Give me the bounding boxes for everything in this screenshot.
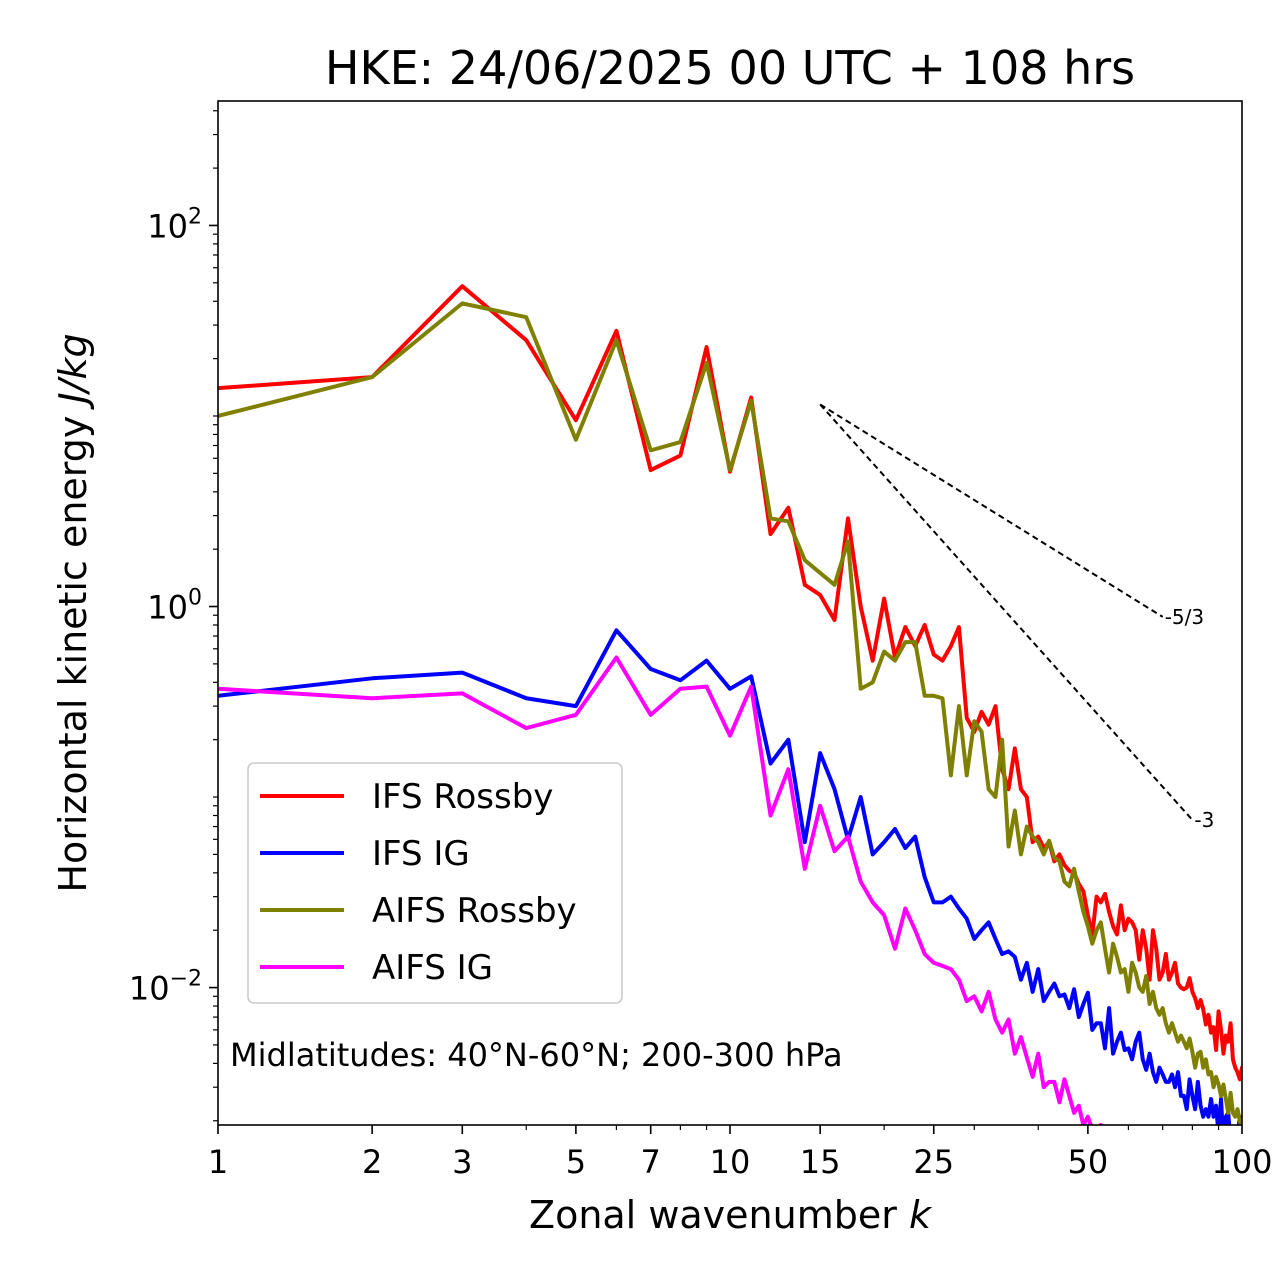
x-tick-label: 100	[1211, 1143, 1272, 1181]
slope-line-3	[819, 403, 1194, 821]
legend-label-ifs-ig: IFS IG	[372, 834, 470, 874]
x-tick-label: 25	[913, 1143, 954, 1181]
series-line-aifs-ig	[218, 655, 1103, 1125]
y-axis-label-text: Horizontal kinetic energy	[51, 404, 95, 893]
legend: IFS Rossby IFS IG AIFS Rossby AIFS IG	[247, 762, 623, 1004]
slope-line-5-3	[819, 403, 1164, 618]
y-tick-label: 100	[147, 586, 202, 627]
reference-slopes: -5/3 -3	[819, 403, 1214, 832]
chart-title: HKE: 24/06/2025 00 UTC + 108 hrs	[325, 41, 1135, 95]
legend-label-aifs-ig: AIFS IG	[372, 948, 493, 988]
legend-box	[247, 762, 623, 1004]
series-layer	[218, 284, 1242, 1125]
series-line-ifs-ig	[218, 628, 1242, 1125]
x-axis: 1 2 3 5 7 10 15 25 50 100	[208, 1125, 1273, 1181]
x-tick-label: 5	[566, 1143, 586, 1181]
x-tick-label: 1	[208, 1143, 228, 1181]
x-tick-label: 15	[800, 1143, 841, 1181]
x-tick-label: 50	[1068, 1143, 1109, 1181]
x-axis-label: Zonal wavenumber k	[529, 1193, 933, 1237]
y-axis-label: Horizontal kinetic energy J/kg	[51, 333, 95, 892]
y-axis-label-unit: J/kg	[51, 333, 95, 410]
region-annotation: Midlatitudes: 40°N-60°N; 200-300 hPa	[230, 1036, 843, 1074]
legend-label-ifs-rossby: IFS Rossby	[372, 777, 553, 817]
y-tick-label: 10−2	[129, 967, 202, 1008]
x-tick-label: 3	[452, 1143, 472, 1181]
slope-label-5-3: -5/3	[1165, 605, 1204, 629]
x-tick-label: 2	[362, 1143, 382, 1181]
y-axis: 10−2 100 102	[129, 110, 218, 1122]
slope-label-3: -3	[1194, 808, 1214, 832]
x-tick-label: 7	[641, 1143, 661, 1181]
x-axis-label-text: Zonal wavenumber	[529, 1193, 909, 1237]
series-line-aifs-rossby	[218, 301, 1242, 1125]
x-axis-label-variable: k	[909, 1193, 933, 1237]
series-line-ifs-rossby	[218, 284, 1242, 1082]
legend-label-aifs-rossby: AIFS Rossby	[372, 891, 577, 931]
y-tick-label: 102	[147, 204, 202, 245]
x-tick-label: 10	[710, 1143, 751, 1181]
